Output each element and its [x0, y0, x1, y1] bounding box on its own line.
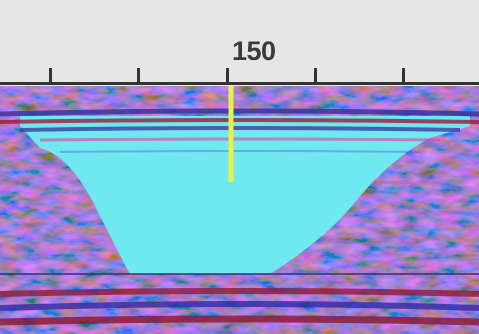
- axis-tick: [226, 68, 229, 84]
- axis-tick: [49, 68, 52, 84]
- seismic-section-image: [0, 86, 479, 334]
- reflector-bands: [0, 108, 479, 326]
- axis-line: [0, 82, 479, 85]
- horizontal-axis: 150: [0, 0, 479, 86]
- axis-tick: [402, 68, 405, 84]
- axis-tick-label: 150: [232, 36, 276, 66]
- axis-tick: [137, 68, 140, 84]
- axis-tick: [314, 68, 317, 84]
